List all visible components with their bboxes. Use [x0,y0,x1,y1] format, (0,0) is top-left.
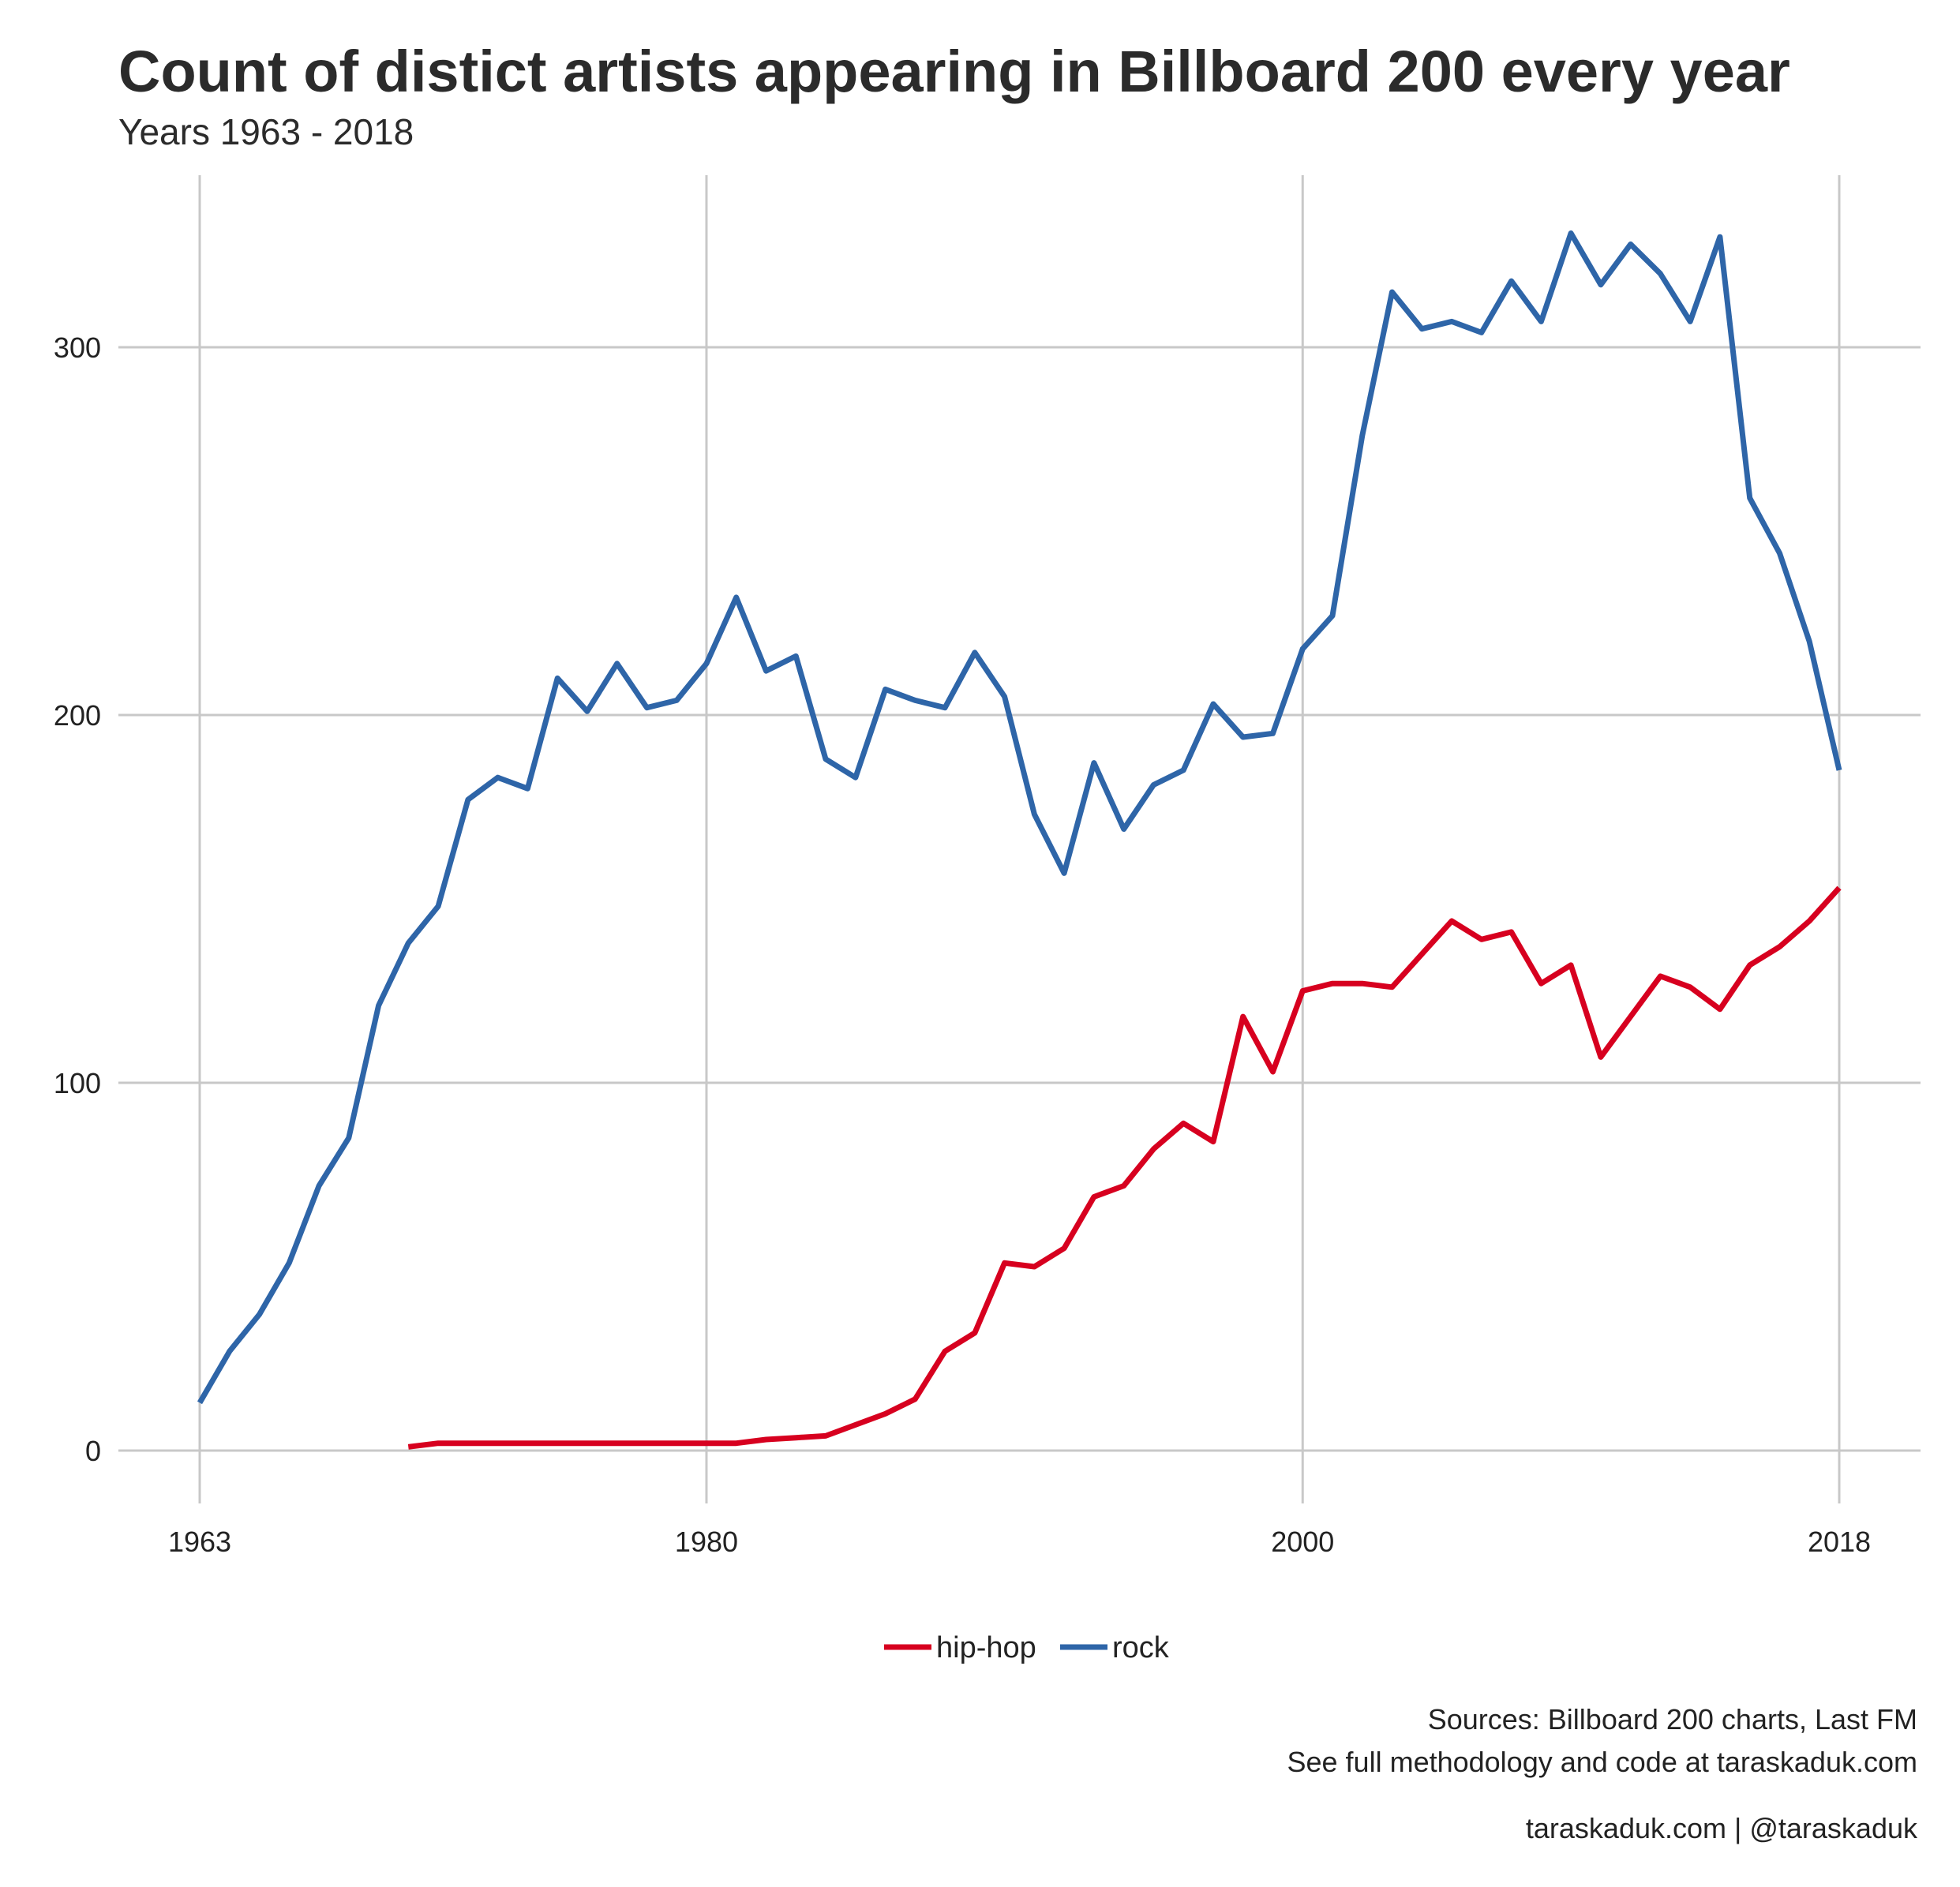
x-tick-label: 1980 [675,1526,738,1558]
legend-label-rock: rock [1112,1631,1170,1664]
y-tick-label: 100 [54,1067,101,1099]
axis-labels: 1963 1980 2000 2018 0 100 200 300 [54,331,1871,1558]
y-tick-label: 200 [54,699,101,732]
caption-credit: taraskaduk.com | @taraskaduk [1525,1812,1917,1844]
chart-subtitle: Years 1963 - 2018 [118,111,414,152]
x-tick-label: 2018 [1808,1526,1871,1558]
chart-title: Count of distict artists appearing in Bi… [118,39,1790,104]
grid-lines [118,175,1921,1503]
caption-sources: Sources: Billboard 200 charts, Last FM [1427,1703,1917,1735]
series-lines [197,230,1842,1450]
legend-label-hip-hop: hip-hop [936,1631,1036,1664]
caption-methodology: See full methodology and code at taraska… [1287,1746,1918,1778]
series-line-hip-hop [407,885,1842,1450]
y-tick-label: 0 [85,1435,101,1467]
x-tick-label: 1963 [168,1526,231,1558]
x-tick-label: 2000 [1271,1526,1334,1558]
y-tick-label: 300 [54,331,101,364]
series-line-rock [197,230,1842,1405]
legend: hip-hop rock [884,1631,1170,1664]
